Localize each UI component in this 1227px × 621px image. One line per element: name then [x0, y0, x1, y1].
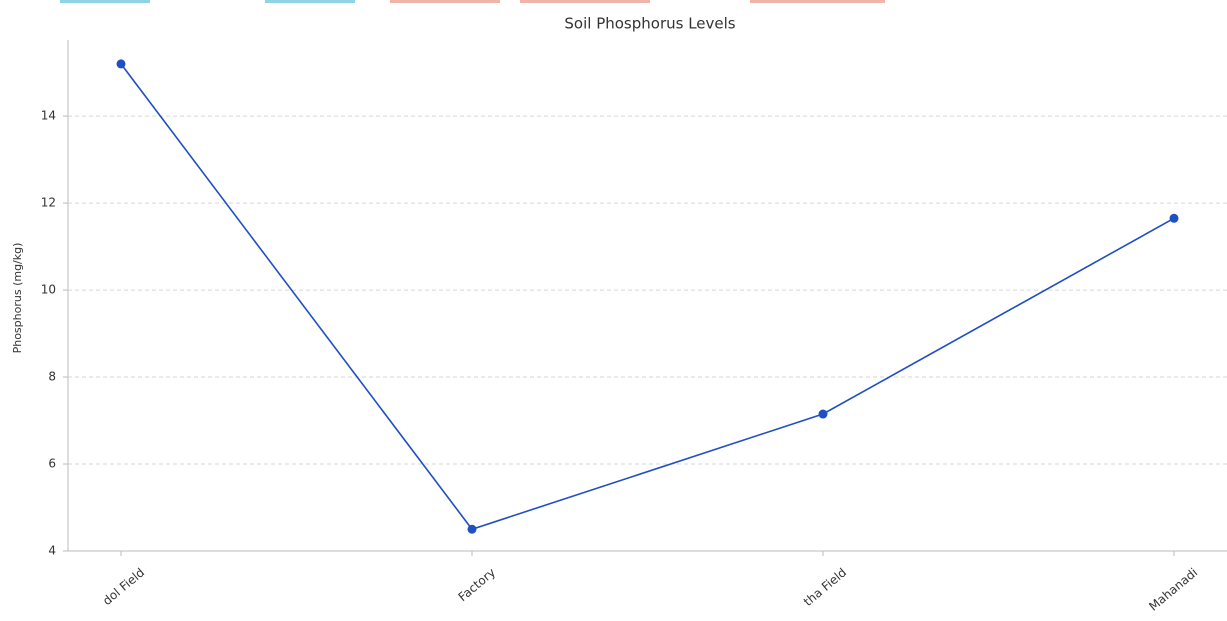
- y-tick-label: 6: [48, 457, 56, 471]
- y-tick-label: 10: [41, 283, 56, 297]
- x-tick-label: Factory: [456, 565, 499, 604]
- y-tick-label: 4: [48, 544, 56, 558]
- legend-swatch: [750, 0, 885, 3]
- data-point: [818, 409, 828, 419]
- legend-swatch: [265, 0, 355, 3]
- y-tick-label: 14: [41, 109, 56, 123]
- y-tick-label: 8: [48, 370, 56, 384]
- y-axis-label: Phosphorus (mg/kg): [11, 243, 24, 354]
- legend-swatch: [60, 0, 150, 3]
- data-point: [116, 59, 126, 69]
- data-point: [1169, 213, 1179, 223]
- legend-swatch: [520, 0, 650, 3]
- series-line: [120, 63, 1175, 531]
- data-point: [467, 524, 477, 534]
- chart-title: Soil Phosphorus Levels: [564, 15, 735, 33]
- legend-swatch: [390, 0, 500, 3]
- x-tick-label: tha Field: [801, 565, 849, 609]
- x-tick-label: dol Field: [100, 565, 147, 608]
- x-tick-label: Mahanadi: [1146, 565, 1200, 613]
- y-tick-label: 12: [41, 196, 56, 210]
